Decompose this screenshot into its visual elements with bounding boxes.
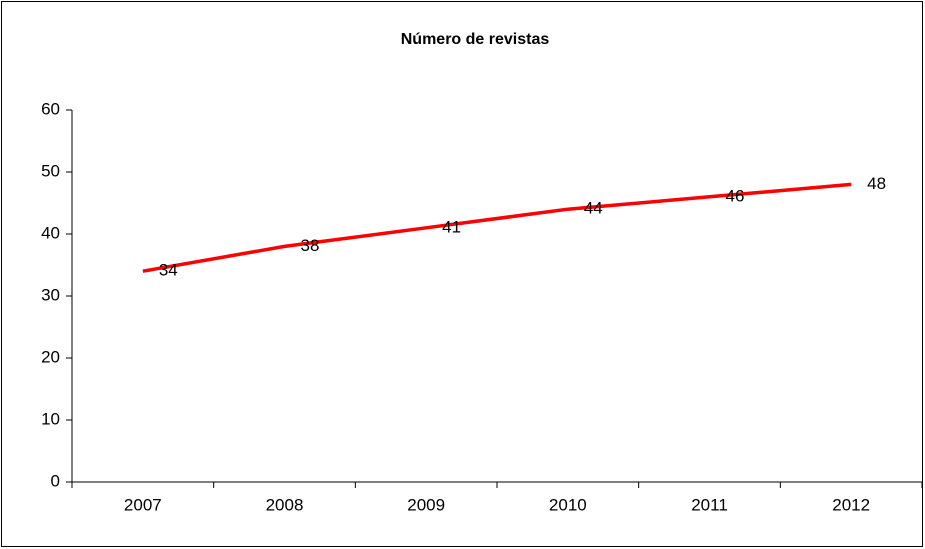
x-tick-label: 2007 [124, 495, 162, 514]
y-tick-label: 0 [51, 471, 60, 490]
data-label: 44 [584, 199, 603, 218]
y-tick-label: 60 [41, 99, 60, 118]
data-label: 46 [726, 186, 745, 205]
x-tick-label: 2009 [407, 495, 445, 514]
chart-title: Número de revistas [401, 31, 550, 48]
data-line [142, 182, 852, 273]
y-tick-label: 20 [41, 347, 60, 366]
x-tick-label: 2011 [691, 495, 728, 514]
data-label: 34 [159, 261, 178, 280]
y-tick-label: 40 [41, 223, 60, 242]
y-tick-label: 10 [41, 409, 60, 428]
data-label: 38 [301, 236, 320, 255]
y-tick-label: 50 [41, 161, 60, 180]
x-tick-label: 2010 [549, 495, 587, 514]
data-label: 41 [442, 217, 461, 236]
data-label: 48 [867, 174, 886, 193]
x-tick-label: 2012 [832, 495, 870, 514]
y-tick-label: 30 [41, 285, 60, 304]
x-tick-label: 2008 [266, 495, 304, 514]
